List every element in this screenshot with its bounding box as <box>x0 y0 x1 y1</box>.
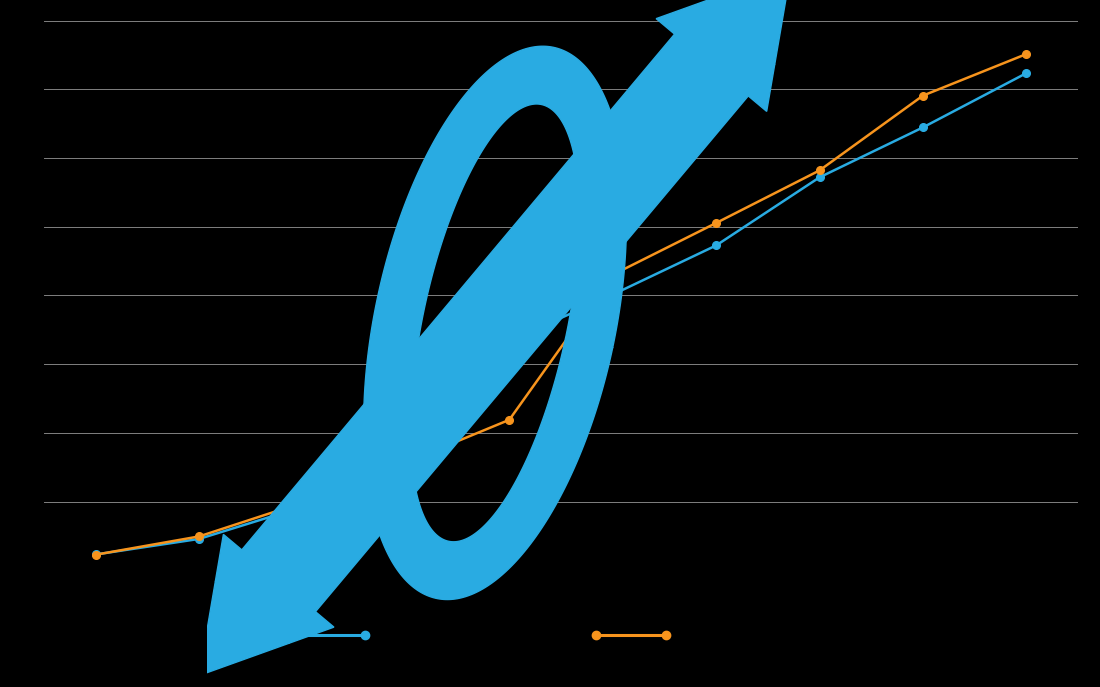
Text: = TITANIUM: = TITANIUM <box>381 624 537 647</box>
Text: KEY:: KEY: <box>196 624 255 647</box>
Polygon shape <box>199 534 334 675</box>
Polygon shape <box>657 0 791 111</box>
Text: = VANADIUM: = VANADIUM <box>681 624 852 647</box>
Polygon shape <box>364 46 626 600</box>
Polygon shape <box>216 3 774 643</box>
